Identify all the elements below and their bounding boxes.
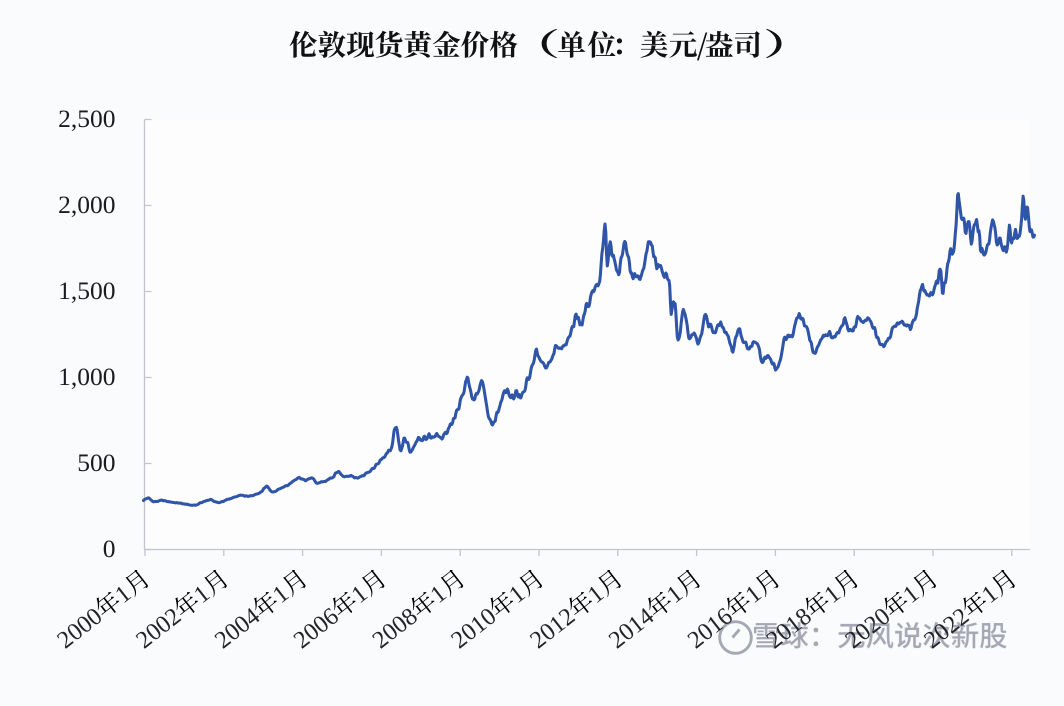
svg-text:1,000: 1,000 <box>58 362 115 391</box>
svg-text:2,000: 2,000 <box>58 190 115 219</box>
svg-text:500: 500 <box>77 448 115 477</box>
svg-text:0: 0 <box>103 534 116 563</box>
svg-text:2,500: 2,500 <box>58 104 115 133</box>
svg-text:1,500: 1,500 <box>58 276 115 305</box>
